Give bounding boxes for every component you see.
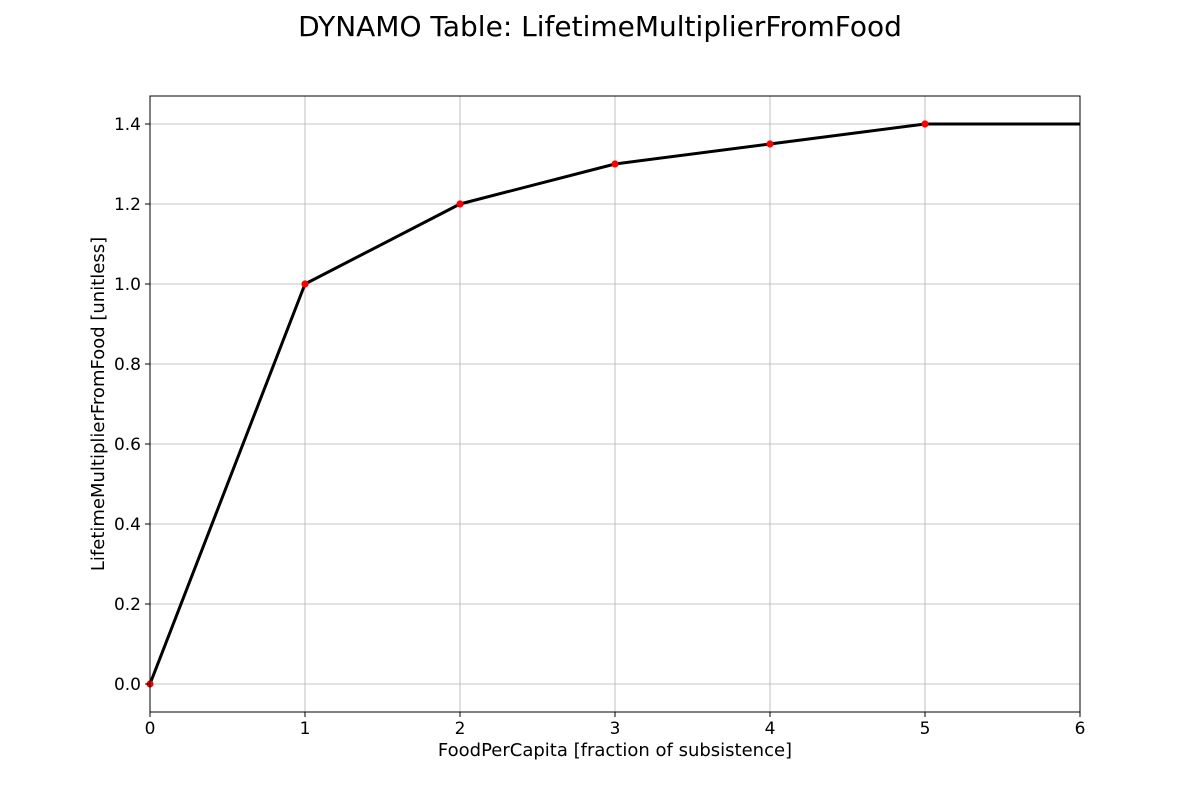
x-tick-label: 1 [300, 719, 311, 739]
series-points-group [146, 120, 929, 688]
data-point [921, 120, 929, 128]
x-axis-ticks: 0 1 2 3 4 5 6 [145, 712, 1086, 739]
y-tick-label: 1.4 [114, 115, 141, 135]
data-point [611, 160, 619, 168]
x-tick-label: 3 [610, 719, 621, 739]
x-tick-label: 2 [455, 719, 466, 739]
x-axis-label: FoodPerCapita [fraction of subsistence] [438, 740, 792, 761]
y-tick-label: 1.2 [114, 195, 141, 215]
y-tick-label: 0.4 [114, 515, 141, 535]
y-axis-label: LifetimeMultiplierFromFood [unitless] [88, 237, 109, 571]
y-tick-label: 0.8 [114, 355, 141, 375]
y-tick-label: 0.6 [114, 435, 141, 455]
y-tick-label: 1.0 [114, 275, 141, 295]
chart-title: DYNAMO Table: LifetimeMultiplierFromFood [298, 10, 902, 43]
x-tick-label: 5 [920, 719, 931, 739]
data-point [301, 280, 309, 288]
x-tick-label: 6 [1075, 719, 1086, 739]
data-point [766, 140, 774, 148]
y-axis-ticks: 0.0 0.2 0.4 0.6 0.8 1.0 1.2 1.4 [114, 115, 150, 695]
y-tick-label: 0.0 [114, 675, 141, 695]
x-tick-label: 4 [765, 719, 776, 739]
data-point [456, 200, 464, 208]
grid [149, 96, 1081, 712]
x-tick-label: 0 [145, 719, 156, 739]
y-tick-label: 0.2 [114, 595, 141, 615]
